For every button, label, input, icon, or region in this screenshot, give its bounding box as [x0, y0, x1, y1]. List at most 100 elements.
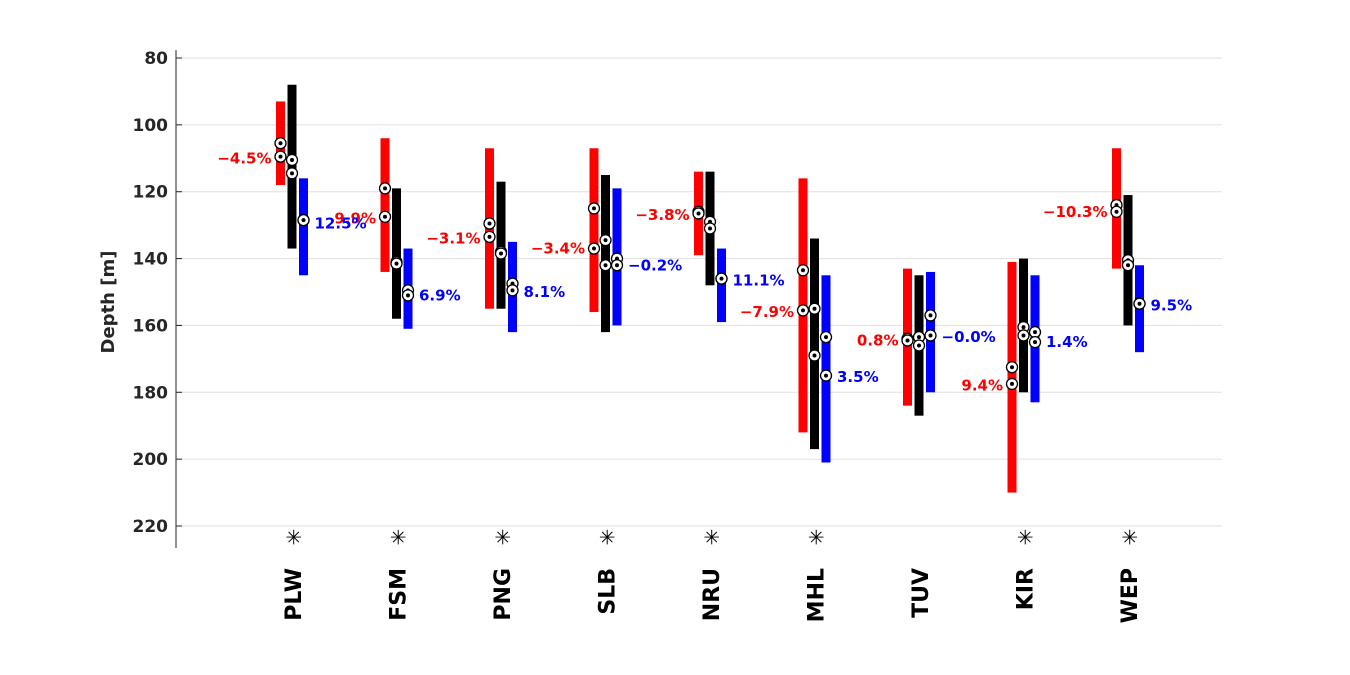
marker-dot	[592, 246, 596, 251]
range-bar	[589, 148, 599, 313]
marker-dot	[383, 214, 387, 219]
range-bar	[392, 188, 401, 319]
category-label: NRU	[700, 568, 725, 621]
marker-dot	[917, 343, 921, 348]
marker-dot	[696, 211, 701, 216]
blue-percent-label: 11.1%	[733, 271, 785, 289]
significance-star: ✳	[491, 529, 515, 546]
y-tick-label: 100	[133, 116, 169, 136]
marker-dot	[394, 261, 399, 266]
significance-star: ✳	[1118, 529, 1142, 546]
red-percent-label: −7.9%	[740, 303, 794, 321]
range-bar	[821, 275, 831, 463]
marker-dot	[801, 268, 805, 273]
y-axis: 80 100 120 140 160 180 200 220	[133, 49, 182, 548]
range-bar	[1007, 261, 1017, 493]
blue-percent-label: 9.5%	[1151, 296, 1193, 314]
marker-dot	[812, 353, 817, 358]
marker-dot	[1021, 325, 1026, 330]
blue-percent-label: 12.5%	[315, 214, 367, 232]
marker-dot	[1114, 209, 1119, 214]
marker-dot	[510, 288, 515, 293]
y-tick-label: 160	[133, 316, 169, 336]
range-bar	[287, 84, 297, 249]
y-tick-label: 200	[133, 450, 169, 470]
blue-percent-label: 6.9%	[419, 286, 461, 304]
blue-percent-label: 8.1%	[524, 283, 566, 301]
red-percent-label: 9.9%	[334, 209, 376, 227]
blue-percent-label: 3.5%	[837, 368, 879, 386]
marker-dot	[801, 308, 805, 313]
red-percent-label: −10.3%	[1043, 203, 1108, 221]
marker-dot	[290, 157, 294, 162]
category-label: TUV	[909, 568, 934, 618]
category-label: SLB	[596, 568, 621, 615]
y-axis-title: Depth [m]	[98, 251, 119, 354]
marker-dot	[905, 338, 910, 343]
range-bar	[717, 248, 726, 323]
y-tick-label: 220	[133, 517, 169, 537]
marker-dot	[487, 221, 492, 226]
category-label: PNG	[491, 568, 516, 621]
range-bar	[299, 178, 308, 276]
marker-dot	[719, 276, 724, 281]
red-percent-label: −3.1%	[426, 230, 480, 248]
red-percent-label: −4.5%	[217, 149, 271, 167]
category-label: WEP	[1118, 568, 1143, 623]
range-bar	[496, 181, 506, 309]
marker-dot	[1021, 333, 1026, 338]
blue-percent-label: 1.4%	[1046, 333, 1088, 351]
y-tick-label: 80	[144, 49, 168, 69]
category-label: KIR	[1014, 568, 1039, 610]
marker-dot	[824, 373, 828, 378]
marker-dot	[603, 263, 608, 268]
red-percent-label: −3.8%	[635, 206, 689, 224]
marker-dot	[301, 218, 306, 223]
category-label: PLW	[282, 568, 307, 621]
marker-dot	[499, 251, 503, 256]
marker-dot	[406, 293, 410, 298]
marker-dot	[1010, 381, 1014, 386]
marker-dot	[1033, 330, 1037, 335]
marker-dot	[928, 333, 933, 338]
marker-dot	[812, 306, 817, 311]
marker-dot	[278, 141, 283, 146]
range-bar	[810, 238, 819, 450]
marker-dot	[603, 238, 608, 243]
significance-star: ✳	[700, 529, 724, 546]
significance-star: ✳	[1014, 529, 1038, 546]
marker-dot	[615, 263, 619, 268]
percent-labels: −4.5% 9.9% −3.1% −3.4% −3.8% −7.9% 0.8% 9.4% −10…	[217, 149, 1192, 394]
significance-star: ✳	[805, 529, 829, 546]
marker-dot	[1010, 365, 1014, 370]
y-tick-label: 180	[133, 383, 169, 403]
marker-dot	[708, 226, 712, 231]
red-percent-label: 9.4%	[961, 377, 1003, 395]
y-tick-label: 120	[133, 183, 169, 203]
grid-lines	[176, 57, 1222, 527]
marker-dot	[1126, 263, 1130, 268]
blue-percent-label: −0.2%	[628, 256, 682, 274]
category-label: MHL	[805, 568, 830, 622]
marker-dot	[290, 171, 294, 176]
marker-dot	[917, 335, 921, 340]
significance-star: ✳	[387, 529, 411, 546]
marker-dot	[383, 186, 387, 191]
red-percent-label: −3.4%	[531, 240, 585, 258]
range-bar	[380, 138, 390, 272]
marker-dot	[592, 206, 596, 211]
bar-markers	[274, 137, 1146, 391]
marker-dot	[487, 234, 492, 239]
y-tick-label: 140	[133, 250, 169, 270]
marker-dot	[1137, 301, 1142, 306]
significance-star: ✳	[596, 529, 620, 546]
red-percent-label: 0.8%	[857, 331, 899, 349]
significance-star: ✳	[282, 529, 306, 546]
category-label: FSM	[387, 568, 412, 621]
range-bar	[601, 175, 610, 333]
marker-dot	[278, 154, 283, 159]
marker-dot	[1033, 340, 1037, 345]
blue-percent-label: −0.0%	[942, 328, 996, 346]
marker-dot	[928, 313, 933, 318]
